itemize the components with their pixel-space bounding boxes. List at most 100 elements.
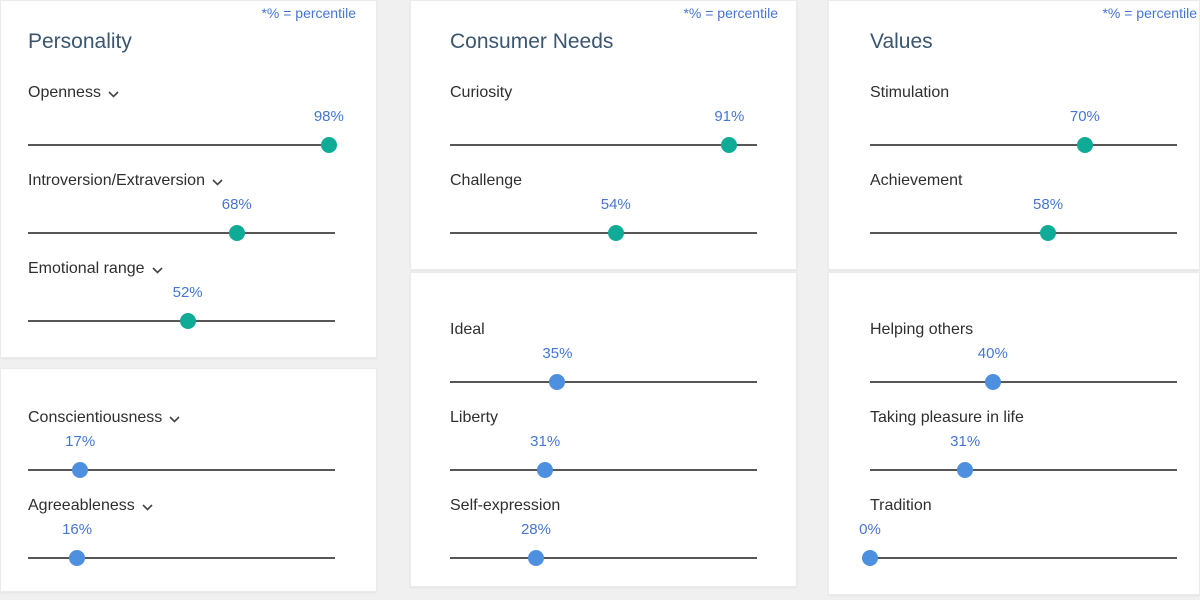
- trait-label: Stimulation: [870, 84, 950, 101]
- slider-handle: [72, 462, 89, 478]
- column-title: Personality: [28, 30, 132, 53]
- trait-label: Ideal: [450, 321, 485, 338]
- trait-percent: 40%: [977, 345, 1008, 362]
- slider-handle: [527, 550, 544, 566]
- trait-label: Openness: [28, 84, 101, 101]
- trait-percent: 28%: [520, 521, 551, 538]
- trait-label-wrap: Stimulation: [870, 83, 949, 102]
- column-title: Values: [870, 30, 933, 53]
- consumer-needs-card-high: *% = percentile Consumer Needs Curiosity…: [410, 0, 797, 270]
- trait-percent: 58%: [1033, 196, 1064, 213]
- trait-percent: 31%: [530, 433, 561, 450]
- slider-handle: [537, 462, 554, 478]
- slider-handle: [984, 374, 1001, 390]
- trait-label: Self-expression: [450, 497, 561, 514]
- trait-percent: 98%: [313, 108, 344, 125]
- trait-label: Achievement: [870, 172, 963, 189]
- trait-percent: 52%: [172, 284, 203, 301]
- slider-track: [870, 232, 1177, 234]
- slider-track: [870, 144, 1177, 146]
- trait-row: Emotional range 52%: [28, 259, 335, 347]
- trait-label: Introversion/Extraversion: [28, 172, 205, 189]
- chevron-down-icon: [151, 266, 163, 274]
- trait-row: Openness 98%: [28, 83, 344, 171]
- slider-track: [28, 557, 335, 559]
- trait-row: Curiosity 91%: [450, 83, 757, 171]
- chevron-down-icon: [142, 503, 153, 511]
- trait-list: Curiosity 91% Challenge 54%: [450, 83, 757, 259]
- trait-toggle[interactable]: Openness: [28, 83, 119, 102]
- consumer-needs-card-low: Ideal 35% Liberty 31% Self-expression 28…: [410, 272, 797, 587]
- column-values: *% = percentile Values Stimulation 70% A…: [828, 0, 1200, 595]
- trait-toggle[interactable]: Introversion/Extraversion: [28, 171, 223, 190]
- trait-label-wrap: Ideal: [450, 320, 485, 339]
- percentile-note: *% = percentile: [1102, 5, 1197, 21]
- slider-track: [870, 469, 1177, 471]
- trait-label-wrap: Self-expression: [450, 496, 560, 515]
- slider-handle: [549, 374, 566, 390]
- trait-label-wrap: Tradition: [870, 496, 932, 515]
- trait-label: Helping others: [870, 321, 974, 338]
- slider-handle: [228, 225, 245, 241]
- trait-percent: 91%: [714, 108, 745, 125]
- trait-list: Openness 98% Introversion/Extraversion 6…: [28, 83, 344, 347]
- trait-toggle[interactable]: Conscientiousness: [28, 408, 180, 427]
- slider-track: [450, 469, 757, 471]
- values-card-high: *% = percentile Values Stimulation 70% A…: [828, 0, 1200, 270]
- trait-label-wrap: Liberty: [450, 408, 498, 427]
- trait-label-wrap: Helping others: [870, 320, 973, 339]
- personality-card-low: Conscientiousness 17% Agreeableness 16%: [0, 368, 377, 592]
- trait-row: Tradition 0%: [859, 496, 1177, 584]
- slider-track: [450, 144, 757, 146]
- slider-handle: [957, 462, 974, 478]
- chevron-down-icon: [108, 90, 119, 98]
- trait-percent: 70%: [1069, 108, 1100, 125]
- trait-row: Agreeableness 16%: [28, 496, 335, 584]
- slider-track: [450, 381, 757, 383]
- slider-track: [450, 232, 757, 234]
- trait-label: Emotional range: [28, 260, 145, 277]
- trait-toggle[interactable]: Agreeableness: [28, 496, 153, 515]
- slider-handle: [862, 550, 878, 566]
- slider-track: [28, 232, 335, 234]
- trait-row: Ideal 35%: [450, 320, 757, 408]
- trait-percent: 68%: [221, 196, 252, 213]
- trait-percent: 35%: [542, 345, 573, 362]
- trait-label-wrap: Curiosity: [450, 83, 512, 102]
- trait-label: Conscientiousness: [28, 409, 163, 426]
- trait-percent: 31%: [950, 433, 981, 450]
- trait-percent: 17%: [65, 433, 96, 450]
- personality-card-high: *% = percentile Personality Openness 98%…: [0, 0, 377, 358]
- trait-row: Achievement 58%: [870, 171, 1177, 259]
- trait-percent: 0%: [859, 521, 881, 538]
- slider-track: [28, 144, 335, 146]
- trait-label-wrap: Taking pleasure in life: [870, 408, 1024, 427]
- slider-handle: [320, 137, 337, 153]
- slider-track: [28, 469, 335, 471]
- slider-handle: [1076, 137, 1093, 153]
- slider-handle: [721, 137, 738, 153]
- trait-row: Self-expression 28%: [450, 496, 757, 584]
- trait-row: Conscientiousness 17%: [28, 408, 335, 496]
- slider-handle: [179, 313, 196, 329]
- trait-label: Challenge: [450, 172, 523, 189]
- column-personality: *% = percentile Personality Openness 98%…: [0, 0, 377, 592]
- trait-row: Challenge 54%: [450, 171, 757, 259]
- trait-label: Tradition: [870, 497, 932, 514]
- column-title: Consumer Needs: [450, 30, 614, 53]
- trait-toggle[interactable]: Emotional range: [28, 259, 163, 278]
- slider-track: [450, 557, 757, 559]
- percentile-note: *% = percentile: [683, 5, 778, 21]
- trait-percent: 54%: [600, 196, 631, 213]
- trait-row: Taking pleasure in life 31%: [870, 408, 1177, 496]
- trait-row: Helping others 40%: [870, 320, 1177, 408]
- chevron-down-icon: [212, 178, 223, 186]
- trait-label-wrap: Challenge: [450, 171, 522, 190]
- trait-label-wrap: Achievement: [870, 171, 963, 190]
- trait-label: Liberty: [450, 409, 499, 426]
- slider-handle: [607, 225, 624, 241]
- slider-track: [870, 381, 1177, 383]
- chevron-down-icon: [169, 415, 180, 423]
- percentile-note: *% = percentile: [261, 5, 356, 21]
- trait-label: Taking pleasure in life: [870, 409, 1024, 426]
